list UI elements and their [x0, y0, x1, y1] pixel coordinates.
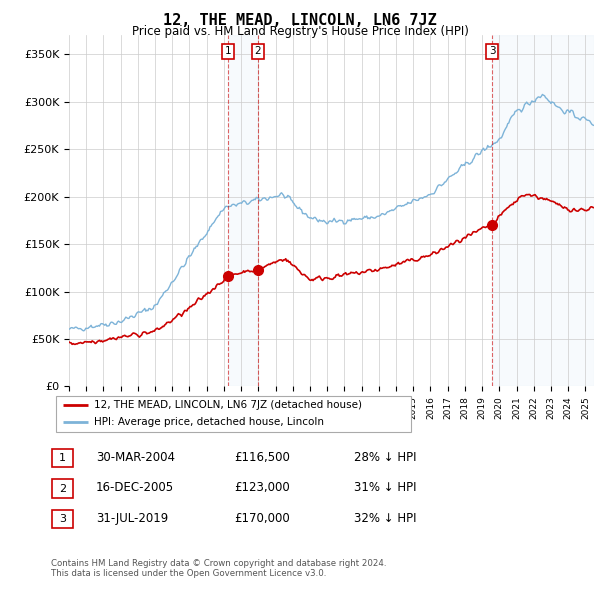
FancyBboxPatch shape — [52, 480, 73, 497]
FancyBboxPatch shape — [52, 449, 73, 467]
Bar — [492, 35, 594, 386]
Text: 16-DEC-2005: 16-DEC-2005 — [96, 481, 174, 494]
Text: HPI: Average price, detached house, Lincoln: HPI: Average price, detached house, Linc… — [94, 417, 323, 427]
Text: 32% ↓ HPI: 32% ↓ HPI — [354, 512, 416, 525]
Text: 31% ↓ HPI: 31% ↓ HPI — [354, 481, 416, 494]
Text: 1: 1 — [225, 46, 232, 56]
Text: 28% ↓ HPI: 28% ↓ HPI — [354, 451, 416, 464]
Text: Price paid vs. HM Land Registry's House Price Index (HPI): Price paid vs. HM Land Registry's House … — [131, 25, 469, 38]
Text: 30-MAR-2004: 30-MAR-2004 — [96, 451, 175, 464]
Text: 2: 2 — [254, 46, 261, 56]
FancyBboxPatch shape — [52, 510, 73, 528]
Text: £170,000: £170,000 — [234, 512, 290, 525]
Text: This data is licensed under the Open Government Licence v3.0.: This data is licensed under the Open Gov… — [51, 569, 326, 578]
Text: 12, THE MEAD, LINCOLN, LN6 7JZ (detached house): 12, THE MEAD, LINCOLN, LN6 7JZ (detached… — [94, 400, 362, 410]
Text: 3: 3 — [489, 46, 496, 56]
Text: £116,500: £116,500 — [234, 451, 290, 464]
Text: 2: 2 — [59, 484, 66, 493]
Bar — [228, 35, 257, 386]
Text: 3: 3 — [59, 514, 66, 524]
FancyBboxPatch shape — [56, 395, 412, 432]
Text: Contains HM Land Registry data © Crown copyright and database right 2024.: Contains HM Land Registry data © Crown c… — [51, 559, 386, 568]
Text: 31-JUL-2019: 31-JUL-2019 — [96, 512, 168, 525]
Text: £123,000: £123,000 — [234, 481, 290, 494]
Text: 1: 1 — [59, 453, 66, 463]
Text: 12, THE MEAD, LINCOLN, LN6 7JZ: 12, THE MEAD, LINCOLN, LN6 7JZ — [163, 13, 437, 28]
